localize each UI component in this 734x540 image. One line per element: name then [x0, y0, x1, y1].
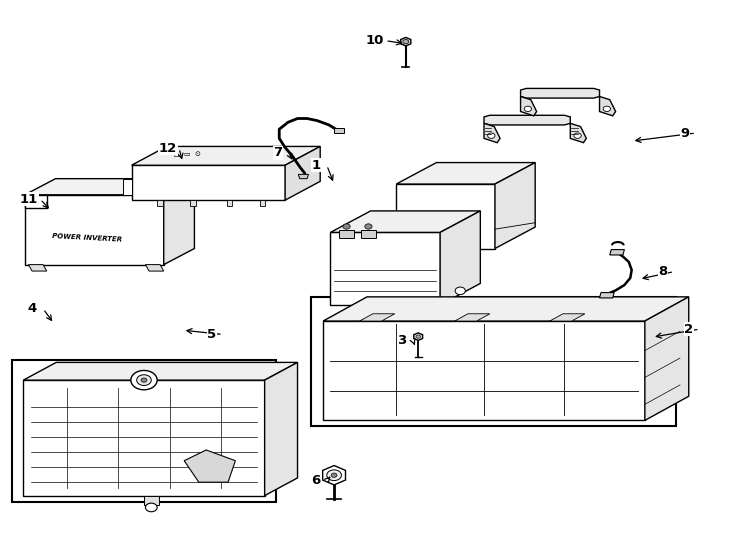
Polygon shape — [298, 174, 308, 179]
Circle shape — [131, 370, 157, 390]
Circle shape — [327, 470, 341, 481]
Text: 7: 7 — [273, 146, 283, 159]
Circle shape — [416, 335, 421, 338]
Text: 4: 4 — [27, 302, 37, 315]
Polygon shape — [550, 314, 585, 321]
Polygon shape — [145, 265, 164, 271]
Circle shape — [403, 39, 409, 44]
Polygon shape — [227, 200, 233, 206]
Circle shape — [455, 287, 465, 295]
Bar — [361, 230, 376, 238]
Polygon shape — [645, 297, 688, 421]
Bar — [12, 360, 275, 502]
Polygon shape — [190, 200, 196, 206]
Polygon shape — [29, 265, 47, 271]
Polygon shape — [25, 195, 164, 265]
Polygon shape — [285, 146, 320, 200]
Polygon shape — [396, 163, 535, 184]
Polygon shape — [484, 115, 570, 125]
Polygon shape — [414, 333, 423, 340]
Text: POWER INVERTER: POWER INVERTER — [52, 233, 123, 243]
Circle shape — [574, 133, 581, 138]
Bar — [310, 297, 676, 426]
Circle shape — [331, 473, 337, 477]
Polygon shape — [360, 314, 395, 321]
Polygon shape — [144, 496, 159, 505]
Circle shape — [365, 224, 372, 229]
Polygon shape — [123, 179, 131, 195]
Circle shape — [524, 106, 531, 112]
Polygon shape — [440, 211, 480, 305]
Polygon shape — [157, 200, 163, 206]
Polygon shape — [131, 165, 285, 200]
Polygon shape — [323, 297, 688, 321]
Circle shape — [487, 133, 495, 138]
Bar — [339, 230, 354, 238]
Polygon shape — [164, 179, 195, 265]
Polygon shape — [520, 89, 600, 98]
Polygon shape — [184, 450, 236, 482]
Text: 2: 2 — [684, 322, 694, 335]
Polygon shape — [484, 123, 500, 143]
Polygon shape — [23, 380, 265, 496]
Polygon shape — [570, 123, 586, 143]
Polygon shape — [334, 127, 344, 133]
Polygon shape — [25, 179, 195, 195]
Polygon shape — [23, 362, 297, 380]
Polygon shape — [520, 97, 537, 116]
Text: △  ▭  ⊙: △ ▭ ⊙ — [174, 151, 201, 157]
Text: 6: 6 — [311, 474, 321, 487]
Polygon shape — [600, 97, 616, 116]
Polygon shape — [131, 146, 320, 165]
Circle shape — [343, 224, 350, 229]
Polygon shape — [396, 184, 495, 248]
Text: 10: 10 — [365, 34, 383, 47]
Polygon shape — [495, 163, 535, 248]
Polygon shape — [323, 465, 346, 485]
Text: 9: 9 — [680, 126, 690, 139]
Text: 12: 12 — [159, 141, 177, 154]
Polygon shape — [25, 195, 47, 208]
Text: 11: 11 — [20, 193, 38, 206]
Polygon shape — [330, 211, 480, 232]
Text: 5: 5 — [208, 328, 217, 341]
Text: 3: 3 — [398, 334, 407, 347]
Polygon shape — [600, 293, 614, 298]
Circle shape — [603, 106, 611, 112]
Polygon shape — [265, 362, 297, 496]
Polygon shape — [323, 321, 645, 421]
Text: 1: 1 — [311, 159, 320, 172]
Polygon shape — [401, 37, 411, 46]
Text: 8: 8 — [658, 265, 668, 278]
Circle shape — [137, 375, 151, 386]
Polygon shape — [260, 200, 266, 206]
Circle shape — [145, 503, 157, 512]
Polygon shape — [455, 314, 490, 321]
Polygon shape — [330, 232, 440, 305]
Polygon shape — [610, 249, 625, 255]
Circle shape — [141, 378, 147, 382]
